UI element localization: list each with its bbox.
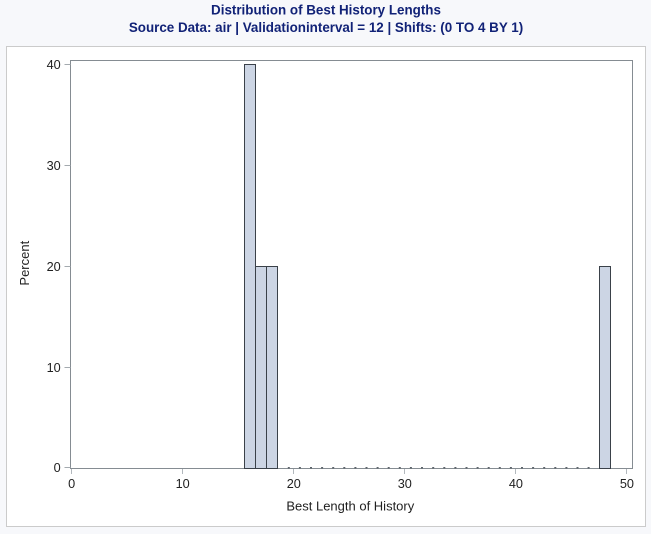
svg-text:Distribution of Best History L: Distribution of Best History Lengths xyxy=(211,3,441,18)
svg-text:0: 0 xyxy=(54,461,61,475)
svg-text:Source Data: air | Validationi: Source Data: air | Validationinterval = … xyxy=(129,20,523,35)
svg-text:40: 40 xyxy=(509,477,523,491)
svg-text:50: 50 xyxy=(620,477,634,491)
svg-text:0: 0 xyxy=(68,477,75,491)
svg-text:40: 40 xyxy=(47,58,61,72)
svg-text:Best Length of History: Best Length of History xyxy=(286,498,414,513)
svg-text:10: 10 xyxy=(176,477,190,491)
svg-text:20: 20 xyxy=(287,477,301,491)
svg-text:10: 10 xyxy=(47,361,61,375)
svg-text:Percent: Percent xyxy=(17,240,32,285)
svg-text:30: 30 xyxy=(398,477,412,491)
svg-text:20: 20 xyxy=(47,260,61,274)
svg-text:30: 30 xyxy=(47,159,61,173)
